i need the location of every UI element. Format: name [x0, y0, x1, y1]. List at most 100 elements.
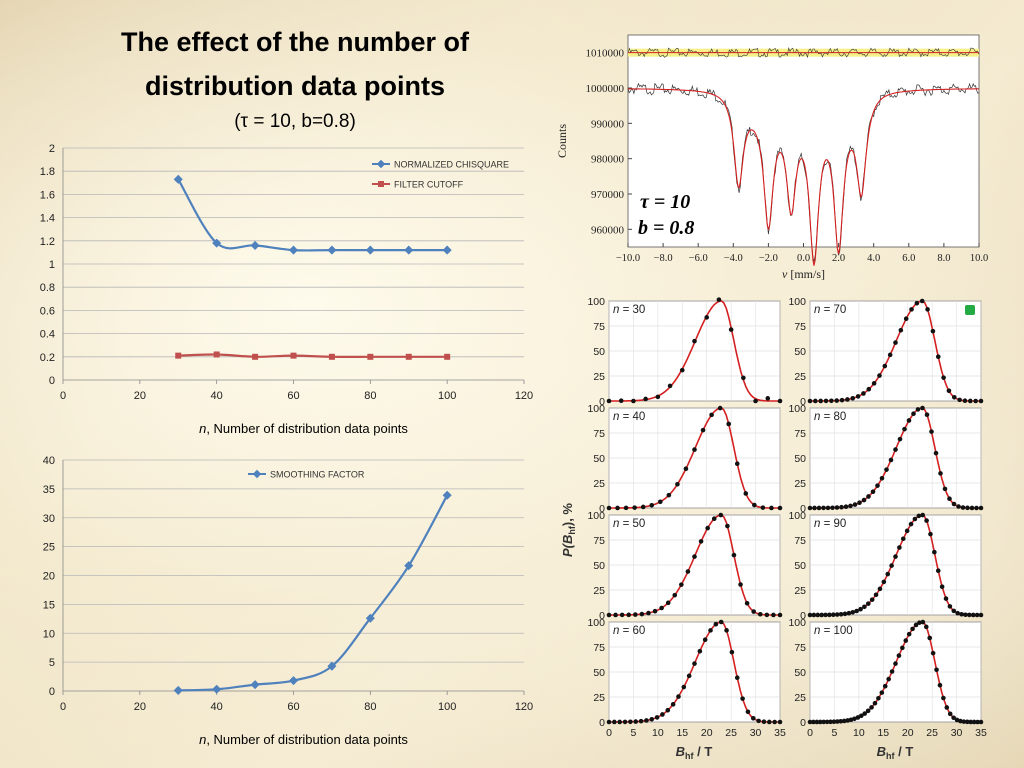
panel-data-point: [659, 605, 664, 611]
panel-data-point: [652, 608, 658, 614]
panel-y-tick-label: 75: [794, 535, 806, 547]
panel-data-point: [908, 521, 914, 527]
x-tick-label: 40: [211, 390, 223, 402]
panel-data-point: [831, 612, 836, 618]
panel-x-tick-label: 30: [951, 727, 963, 739]
panel-y-tick-label: 100: [788, 403, 806, 415]
x-tick-label: −4.0: [724, 253, 743, 264]
panel-x-tick-label: 20: [902, 727, 914, 739]
panel-data-point: [848, 503, 853, 509]
panel-data-point: [709, 412, 714, 418]
panel-y-tick-label: 75: [593, 535, 605, 547]
panel-data-point: [898, 327, 904, 333]
panel-x-tick-label: 35: [975, 727, 987, 739]
panel-data-point: [692, 447, 697, 452]
panel-data-point: [816, 505, 822, 511]
y-tick-label: 1.8: [40, 166, 55, 178]
panel-data-point: [969, 505, 975, 511]
data-point: [250, 680, 260, 690]
panel-data-point: [958, 718, 963, 724]
panel-data-point: [734, 675, 740, 681]
x-tick-label: 80: [364, 390, 376, 402]
panel-data-point: [934, 667, 939, 673]
panel-data-point: [753, 398, 758, 404]
panel-data-point: [882, 683, 888, 689]
panel-data-point: [757, 611, 763, 617]
panel-data-point: [811, 719, 816, 725]
panel-y-tick-label: 50: [794, 667, 806, 679]
panel-data-point: [617, 719, 622, 725]
panel-data-point: [726, 421, 731, 427]
panel-data-point: [815, 612, 821, 618]
panel-data-point: [866, 494, 871, 499]
panel-label-value: = 100: [820, 625, 852, 637]
panel-data-point: [830, 505, 835, 511]
panel-data-point: [734, 461, 740, 467]
x-axis-label-part: B: [877, 744, 886, 759]
panel-data-point: [881, 579, 887, 585]
panel-data-point: [612, 719, 617, 725]
data-point: [212, 684, 222, 694]
panel-data-point: [777, 612, 783, 618]
panel-data-point: [900, 645, 905, 651]
panel-data-point: [961, 719, 967, 724]
panel-data-point: [888, 457, 894, 463]
panel-data-point: [692, 661, 697, 666]
panel-data-point: [823, 398, 829, 404]
panel-label-n: n: [613, 411, 619, 423]
panel-data-point: [861, 391, 866, 396]
panel-y-tick-label: 100: [587, 617, 605, 629]
slide-title: The effect of the number of distribution…: [60, 20, 530, 108]
panel-data-point: [845, 397, 850, 402]
panel-label: n = 60: [613, 625, 645, 637]
panel-data-point: [765, 396, 771, 401]
panel-data-point: [818, 398, 823, 404]
y-tick-label: 0.6: [40, 305, 55, 317]
y-tick-label: 1: [49, 259, 55, 271]
panel-data-point: [777, 505, 783, 511]
panel-data-point: [974, 612, 980, 618]
panel-x-tick-label: 25: [725, 727, 737, 739]
panel-data-point: [893, 447, 898, 452]
panel-data-point: [870, 489, 876, 495]
panel-data-point: [704, 315, 710, 320]
panel-data-point: [670, 702, 676, 707]
panel-data-point: [957, 397, 962, 403]
panel-y-tick-label: 0: [599, 396, 605, 408]
panel-data-point: [729, 649, 735, 655]
y-tick-label: 1.2: [40, 236, 55, 248]
panel-data-point: [807, 612, 813, 618]
x-tick-label: 20: [134, 701, 146, 713]
panel-data-point: [649, 502, 655, 508]
x-tick-label: 120: [515, 701, 533, 713]
panel-y-tick-label: 25: [794, 371, 806, 383]
data-point: [175, 352, 182, 359]
panel-data-point: [745, 709, 751, 715]
panel-y-tick-label: 50: [593, 667, 605, 679]
annotation-tau: τ = 10: [640, 191, 690, 213]
y-tick-label: 1.4: [40, 213, 55, 225]
data-point: [327, 661, 337, 671]
panel-data-point: [665, 707, 671, 713]
panel-data-point: [834, 612, 840, 617]
annotation-b: b = 0.8: [638, 217, 694, 239]
y-tick-label: 980000: [591, 154, 625, 166]
panel-data-point: [877, 586, 883, 592]
y-tick-label: 2: [49, 143, 55, 155]
panel-data-point: [913, 622, 919, 628]
panel-data-point: [925, 307, 930, 312]
panel-data-point: [877, 373, 882, 378]
panel-data-point: [978, 719, 984, 725]
panel-data-point: [744, 600, 750, 606]
panel-data-point: [831, 719, 837, 725]
panel-label-n: n: [814, 518, 820, 530]
data-point: [328, 353, 335, 360]
panel-data-point: [655, 394, 661, 400]
panel-data-point: [829, 398, 834, 404]
panel-data-point: [813, 398, 818, 404]
panel-data-point: [855, 715, 861, 720]
panel-data-point: [685, 569, 691, 574]
panel-y-tick-label: 0: [800, 717, 806, 729]
panel-data-point: [858, 606, 863, 612]
